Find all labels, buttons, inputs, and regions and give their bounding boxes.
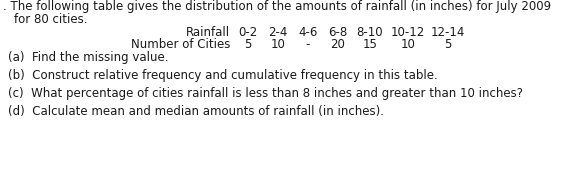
Text: 6-8: 6-8 xyxy=(328,26,348,39)
Text: Rainfall: Rainfall xyxy=(186,26,230,39)
Text: 5: 5 xyxy=(444,38,452,51)
Text: 0-2: 0-2 xyxy=(239,26,258,39)
Text: 10: 10 xyxy=(270,38,286,51)
Text: Number of Cities: Number of Cities xyxy=(131,38,230,51)
Text: . The following table gives the distribution of the amounts of rainfall (in inch: . The following table gives the distribu… xyxy=(3,0,551,13)
Text: for 80 cities.: for 80 cities. xyxy=(14,13,87,26)
Text: (b)  Construct relative frequency and cumulative frequency in this table.: (b) Construct relative frequency and cum… xyxy=(8,69,438,82)
Text: 12-14: 12-14 xyxy=(431,26,465,39)
Text: 2-4: 2-4 xyxy=(268,26,287,39)
Text: -: - xyxy=(306,38,310,51)
Text: 8-10: 8-10 xyxy=(357,26,383,39)
Text: (d)  Calculate mean and median amounts of rainfall (in inches).: (d) Calculate mean and median amounts of… xyxy=(8,105,384,118)
Text: 20: 20 xyxy=(331,38,345,51)
Text: (a)  Find the missing value.: (a) Find the missing value. xyxy=(8,51,169,64)
Text: 5: 5 xyxy=(244,38,252,51)
Text: (c)  What percentage of cities rainfall is less than 8 inches and greater than 1: (c) What percentage of cities rainfall i… xyxy=(8,87,523,100)
Text: 4-6: 4-6 xyxy=(298,26,318,39)
Text: 10: 10 xyxy=(400,38,415,51)
Text: 10-12: 10-12 xyxy=(391,26,425,39)
Text: 15: 15 xyxy=(362,38,378,51)
